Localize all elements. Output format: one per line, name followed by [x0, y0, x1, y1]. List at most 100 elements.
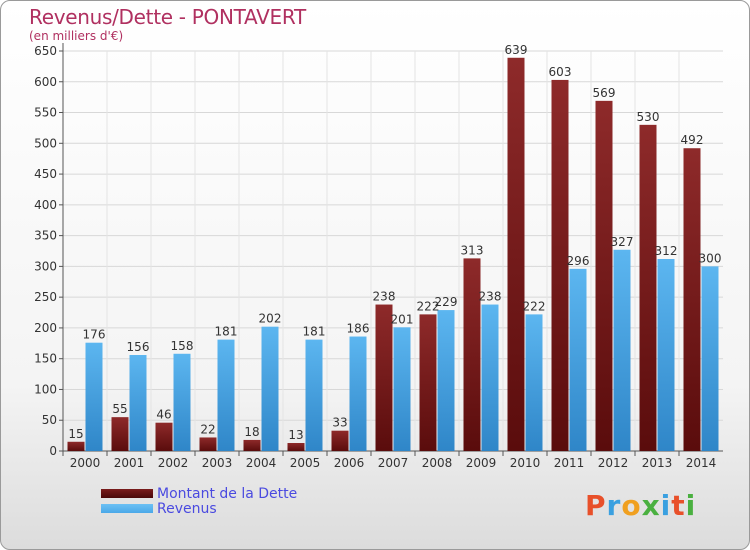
x-tick-label: 2006: [334, 456, 365, 470]
axes: 0 50 100 150 200 250 300 350 400 450 500 550 600 650 2…: [34, 43, 723, 470]
debt-bar: [375, 304, 393, 451]
logo-letter: t: [671, 489, 686, 522]
revenus-bar: [613, 249, 631, 451]
revenus-bar: [393, 327, 411, 451]
revenus-bar: [569, 268, 587, 451]
revenus-bar: [305, 339, 323, 451]
legend-item-revenus: Revenus: [101, 500, 297, 517]
x-tick-label: 2005: [290, 456, 321, 470]
x-tick-label: 2008: [422, 456, 453, 470]
x-tick-label: 2004: [246, 456, 277, 470]
revenus-bar: [481, 304, 499, 451]
debt-bar: [331, 430, 349, 451]
logo-letter: P: [585, 489, 607, 522]
bars: [67, 57, 719, 452]
data-label: 300: [699, 251, 722, 265]
x-tick-label: 2010: [510, 456, 541, 470]
data-label: 238: [479, 290, 502, 304]
data-label: 530: [637, 110, 660, 124]
data-label: 46: [156, 408, 171, 422]
y-tick-label: 400: [34, 198, 57, 212]
legend: Montant de la Dette Revenus: [101, 485, 298, 517]
data-label: 229: [435, 295, 458, 309]
legend-swatch-debt: [101, 489, 153, 498]
debt-bar: [419, 314, 437, 451]
y-tick-label: 200: [34, 321, 57, 335]
data-label: 492: [681, 133, 704, 147]
debt-bar: [243, 439, 261, 451]
logo-letter: i: [685, 489, 697, 522]
data-label: 313: [461, 243, 484, 257]
data-label: 181: [303, 325, 326, 339]
data-label: 222: [417, 299, 440, 313]
debt-bar: [595, 100, 613, 451]
data-label: 201: [391, 312, 414, 326]
debt-bar: [463, 258, 481, 451]
revenus-bar: [437, 310, 455, 451]
y-tick-label: 500: [34, 136, 57, 150]
x-tick-label: 2001: [114, 456, 145, 470]
y-tick-label: 150: [34, 352, 57, 366]
logo-letter: i: [660, 489, 672, 522]
x-tick-label: 2013: [642, 456, 673, 470]
debt-bar: [67, 441, 85, 451]
x-tick-label: 2007: [378, 456, 409, 470]
data-label: 15: [68, 427, 83, 441]
data-label: 13: [288, 428, 303, 442]
revenus-bar: [701, 266, 719, 451]
debt-bar: [155, 422, 173, 451]
x-tick-label: 2000: [70, 456, 101, 470]
debt-bar: [639, 124, 657, 451]
data-label: 186: [347, 322, 370, 336]
revenus-bar: [657, 259, 675, 451]
chart-subtitle: (en milliers d'€): [29, 29, 124, 43]
y-tick-label: 300: [34, 259, 57, 273]
y-tick-label: 350: [34, 229, 57, 243]
data-label: 18: [244, 425, 259, 439]
y-tick-label: 100: [34, 382, 57, 396]
data-label: 176: [83, 328, 106, 342]
data-label: 22: [200, 422, 215, 436]
logo-letter: x: [641, 489, 661, 522]
x-tick-label: 2012: [598, 456, 629, 470]
debt-bar: [507, 57, 525, 452]
logo-letter: r: [606, 489, 622, 522]
data-label: 156: [127, 340, 150, 354]
revenus-bar: [173, 353, 191, 451]
data-label: 312: [655, 244, 678, 258]
x-tick-label: 2003: [202, 456, 233, 470]
debt-bar: [551, 79, 569, 451]
legend-label-debt: Montant de la Dette: [157, 485, 298, 502]
y-tick-label: 450: [34, 167, 57, 181]
revenus-bar: [525, 314, 543, 451]
data-label: 55: [112, 402, 127, 416]
data-label: 181: [215, 325, 238, 339]
logo-letter: o: [621, 489, 642, 522]
data-label: 222: [523, 299, 546, 313]
data-labels: 15 55 46 22 18 13 33 238 222 313 639 603 569 530 492 17…: [68, 43, 721, 442]
debt-bar: [287, 443, 305, 451]
y-tick-label: 550: [34, 106, 57, 120]
data-label: 639: [505, 43, 528, 57]
revenus-bar: [85, 342, 103, 451]
revenus-bar: [217, 339, 235, 451]
revenus-bar: [129, 355, 147, 451]
chart-title: Revenus/Dette - PONTAVERT: [29, 5, 306, 29]
debt-bar: [199, 437, 217, 451]
grid-lines: [63, 50, 723, 451]
revenus-bar: [349, 336, 367, 451]
data-label: 603: [549, 65, 572, 79]
data-label: 569: [593, 86, 616, 100]
y-tick-label: 600: [34, 75, 57, 89]
data-label: 158: [171, 339, 194, 353]
x-tick-label: 2009: [466, 456, 497, 470]
proxiti-logo: Proxiti: [585, 489, 696, 522]
data-label: 238: [373, 290, 396, 304]
y-tick-label: 0: [49, 444, 57, 458]
legend-label-revenus: Revenus: [157, 500, 217, 517]
debt-bar: [683, 148, 701, 451]
data-label: 327: [611, 235, 634, 249]
data-label: 33: [332, 416, 347, 430]
